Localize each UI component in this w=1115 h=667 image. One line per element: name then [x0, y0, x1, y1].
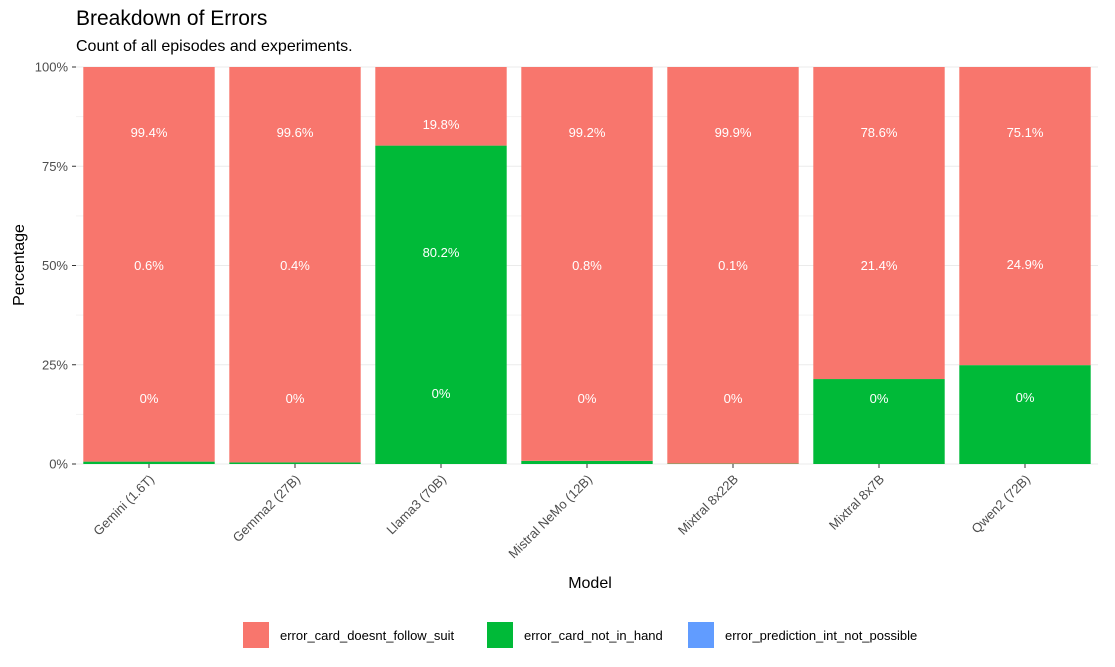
- bar-label: 0.4%: [280, 258, 310, 273]
- bar-segment-error_card_doesnt_follow_suit: [959, 67, 1091, 366]
- bar-label: 0%: [1016, 390, 1035, 405]
- bar-label: 99.9%: [715, 125, 752, 140]
- x-tick-label: Llama3 (70B): [383, 472, 449, 538]
- bar-label: 0.8%: [572, 258, 602, 273]
- y-tick-label: 75%: [42, 159, 68, 174]
- y-tick-label: 25%: [42, 357, 68, 372]
- bar-label: 0%: [578, 391, 597, 406]
- legend-swatch: [243, 622, 269, 648]
- bar-label: 0%: [870, 391, 889, 406]
- bar-label: 0.1%: [718, 258, 748, 273]
- legend: error_card_doesnt_follow_suit error_card_…: [243, 622, 917, 648]
- y-axis: 0% 25% 50% 75% 100%: [35, 60, 76, 472]
- bar-segment-error_card_doesnt_follow_suit: [83, 67, 215, 462]
- bar-label: 80.2%: [423, 245, 460, 260]
- x-tick-label: Mixtral 8x22B: [675, 472, 741, 538]
- y-tick-label: 50%: [42, 258, 68, 273]
- bar-label: 0%: [724, 391, 743, 406]
- bar-label: 0%: [286, 391, 305, 406]
- bar-segment-error_card_not_in_hand: [959, 365, 1091, 464]
- legend-label: error_prediction_int_not_possible: [725, 628, 917, 643]
- bar-label: 0.6%: [134, 258, 164, 273]
- bar-segment-error_card_doesnt_follow_suit: [521, 67, 653, 461]
- bar-label: 0%: [140, 391, 159, 406]
- legend-label: error_card_doesnt_follow_suit: [280, 628, 455, 643]
- y-axis-title: Percentage: [11, 224, 28, 306]
- x-tick-label: Gemini (1.6T): [90, 472, 157, 539]
- bar-segment-error_card_not_in_hand: [375, 145, 507, 464]
- bar-label: 99.2%: [569, 125, 606, 140]
- bar-segment-error_card_not_in_hand: [83, 461, 215, 464]
- bar-segment-error_card_not_in_hand: [521, 460, 653, 464]
- x-tick-label: Qwen2 (72B): [968, 472, 1033, 537]
- bar-label: 0%: [432, 386, 451, 401]
- y-tick-label: 0%: [49, 457, 68, 472]
- bars: [83, 67, 1091, 464]
- legend-swatch: [487, 622, 513, 648]
- bar-labels: 99.4% 0.6% 0% 99.6% 0.4% 0% 19.8% 80.2% 0% 99.2% 0…: [131, 117, 1044, 406]
- bar-label: 99.6%: [277, 125, 314, 140]
- x-axis: Gemini (1.6T) Gemma2 (27B) Llama3 (70B) Mis…: [90, 464, 1033, 561]
- bar-label: 99.4%: [131, 125, 168, 140]
- x-tick-label: Gemma2 (27B): [230, 472, 303, 545]
- x-tick-label: Mistral NeMo (12B): [505, 472, 595, 562]
- x-tick-label: Mixtral 8x7B: [826, 472, 887, 533]
- bar-segment-error_card_doesnt_follow_suit: [667, 67, 799, 464]
- bar-label: 19.8%: [423, 117, 460, 132]
- bar-segment-error_card_doesnt_follow_suit: [813, 67, 945, 380]
- legend-label: error_card_not_in_hand: [524, 628, 663, 643]
- bar-segment-error_card_not_in_hand: [813, 379, 945, 464]
- bar-label: 75.1%: [1007, 125, 1044, 140]
- x-axis-title: Model: [568, 575, 612, 592]
- bar-segment-error_card_doesnt_follow_suit: [229, 67, 361, 463]
- bar-label: 78.6%: [861, 125, 898, 140]
- bar-segment-error_card_not_in_hand: [229, 462, 361, 464]
- chart-subtitle: Count of all episodes and experiments.: [76, 38, 353, 55]
- chart-title: Breakdown of Errors: [76, 7, 268, 30]
- bar-segment-error_card_doesnt_follow_suit: [375, 67, 507, 146]
- y-tick-label: 100%: [35, 60, 69, 75]
- bar-label: 21.4%: [861, 258, 898, 273]
- legend-swatch: [688, 622, 714, 648]
- bar-label: 24.9%: [1007, 257, 1044, 272]
